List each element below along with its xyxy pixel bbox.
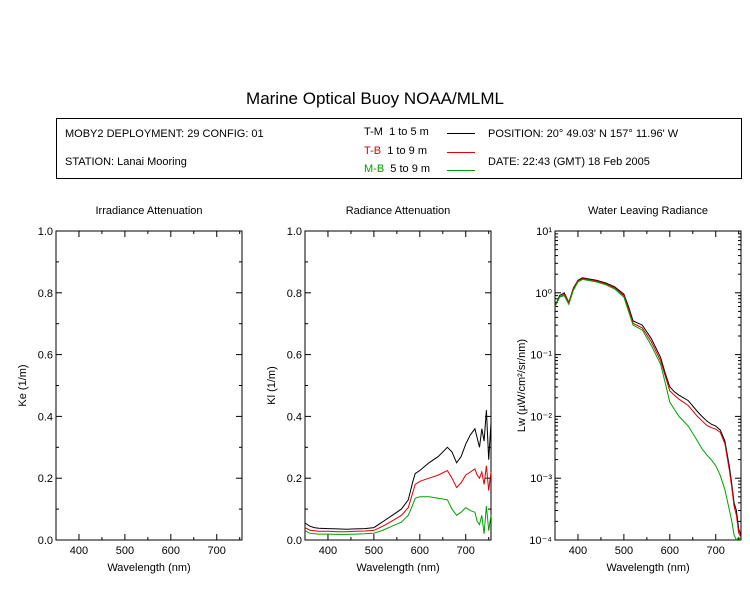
y-tick-label: 0.6 bbox=[287, 350, 302, 362]
info-box: MOBY2 DEPLOYMENT: 29 CONFIG: 01 STATION:… bbox=[56, 118, 742, 179]
legend-range-mb: 5 to 9 m bbox=[390, 163, 431, 175]
x-tick-label: 600 bbox=[661, 545, 679, 557]
y-tick-label: 10⁰ bbox=[535, 288, 552, 300]
y-tick-label: 10⁻³ bbox=[530, 473, 552, 485]
chart-panel-0: 400 500 600 700 Wavelength (nm) 0.0 0.2 0.4 0.6 0… bbox=[17, 226, 243, 574]
y-tick-label: 0.8 bbox=[287, 288, 302, 300]
legend-item-mb: M-B 5 to 9 m bbox=[364, 163, 430, 175]
date-text: DATE: 22:43 (GMT) 18 Feb 2005 bbox=[488, 156, 650, 168]
panel-title-irradiance: Irradiance Attenuation bbox=[95, 205, 203, 217]
x-axis-label: Wavelength (nm) bbox=[356, 562, 439, 574]
y-tick-label: 0.2 bbox=[287, 473, 302, 485]
x-tick-label: 600 bbox=[411, 545, 429, 557]
x-tick-label: 500 bbox=[116, 545, 134, 557]
y-tick-label: 1.0 bbox=[287, 226, 302, 238]
y-axis-label: Ke (1/m) bbox=[17, 364, 29, 406]
legend-item-tb: T-B 1 to 9 m bbox=[364, 145, 427, 157]
x-tick-label: 600 bbox=[162, 545, 180, 557]
page-title: Marine Optical Buoy NOAA/MLML bbox=[246, 89, 504, 108]
y-tick-label: 0.4 bbox=[287, 411, 302, 423]
chart-panel-2: 400 500 600 700 Wavelength (nm) 10⁻⁴ 10⁻³ 10⁻² 1… bbox=[516, 226, 742, 574]
series-line-t-b bbox=[554, 278, 742, 538]
y-tick-label: 0.0 bbox=[287, 535, 302, 547]
panel-title-lw: Water Leaving Radiance bbox=[587, 205, 709, 217]
legend-line-tb bbox=[447, 152, 475, 153]
y-tick-label: 0.4 bbox=[38, 411, 53, 423]
series-line-m-b bbox=[554, 278, 742, 541]
legend-code-tb: T-B bbox=[364, 145, 382, 157]
y-tick-label: 10⁻² bbox=[530, 411, 552, 423]
plot-frame bbox=[55, 230, 243, 541]
y-axis-label: Lw (µW/cm²/sr/nm) bbox=[516, 339, 528, 432]
station-text: STATION: Lanai Mooring bbox=[65, 156, 187, 168]
x-tick-label: 700 bbox=[457, 545, 475, 557]
x-tick-label: 700 bbox=[208, 545, 226, 557]
legend-line-mb bbox=[447, 170, 475, 171]
y-tick-label: 0.6 bbox=[38, 350, 53, 362]
series-line-t-b bbox=[304, 465, 492, 533]
x-tick-label: 400 bbox=[319, 545, 337, 557]
series-line-t-m bbox=[304, 410, 492, 530]
legend-code-mb: M-B bbox=[364, 163, 385, 175]
x-axis-label: Wavelength (nm) bbox=[606, 562, 689, 574]
x-tick-label: 400 bbox=[569, 545, 587, 557]
x-tick-label: 500 bbox=[615, 545, 633, 557]
y-tick-label: 0.0 bbox=[38, 535, 53, 547]
y-tick-label: 10⁻¹ bbox=[530, 350, 552, 362]
legend-item-tm: T-M 1 to 5 m bbox=[364, 126, 429, 138]
legend-code-tm: T-M bbox=[364, 126, 383, 138]
legend-range-tm: 1 to 5 m bbox=[389, 126, 429, 138]
y-tick-label: 1.0 bbox=[38, 226, 53, 238]
legend-line-tm bbox=[447, 133, 475, 134]
y-tick-label: 10⁻⁴ bbox=[529, 535, 552, 547]
x-tick-label: 500 bbox=[365, 545, 383, 557]
y-tick-label: 10¹ bbox=[536, 226, 552, 238]
x-tick-label: 700 bbox=[707, 545, 725, 557]
plot-frame bbox=[304, 230, 492, 541]
y-tick-label: 0.8 bbox=[38, 288, 53, 300]
x-tick-label: 400 bbox=[70, 545, 88, 557]
y-tick-label: 0.2 bbox=[38, 473, 53, 485]
deployment-text: MOBY2 DEPLOYMENT: 29 CONFIG: 01 bbox=[65, 128, 264, 140]
series-line-m-b bbox=[304, 496, 492, 535]
position-text: POSITION: 20° 49.03' N 157° 11.96' W bbox=[488, 128, 679, 140]
plot-frame bbox=[554, 230, 742, 541]
series-line-t-m bbox=[554, 277, 742, 536]
legend-range-tb: 1 to 9 m bbox=[387, 145, 427, 157]
y-axis-label: Kl (1/m) bbox=[266, 366, 278, 405]
panel-title-radiance: Radiance Attenuation bbox=[345, 205, 451, 217]
chart-panel-1: 400 500 600 700 Wavelength (nm) 0.0 0.2 0.4 0.6 0… bbox=[266, 226, 492, 574]
x-axis-label: Wavelength (nm) bbox=[107, 562, 190, 574]
